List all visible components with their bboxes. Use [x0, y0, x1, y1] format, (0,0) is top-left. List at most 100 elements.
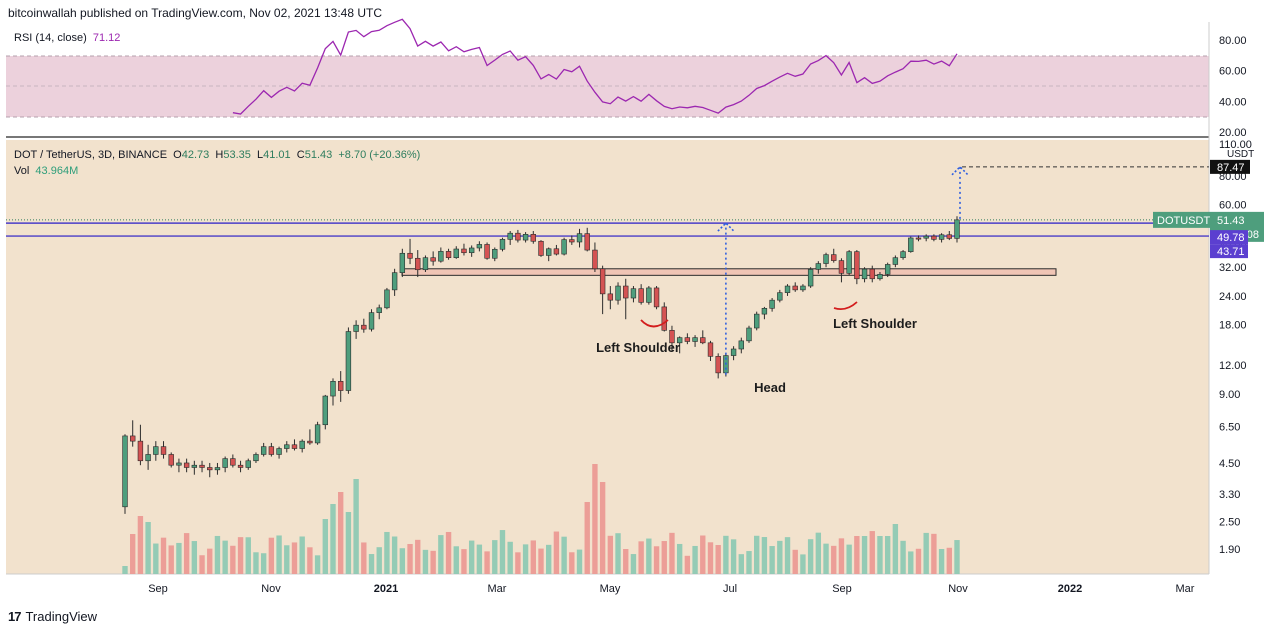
- candle-body: [746, 327, 752, 342]
- volume-bar: [599, 482, 606, 574]
- candle-body: [900, 251, 906, 259]
- volume-bar: [507, 541, 513, 574]
- volume-bar: [777, 540, 783, 574]
- tradingview-logo-icon: 17: [8, 609, 22, 624]
- candle-body: [646, 287, 652, 303]
- candle-body: [846, 251, 852, 274]
- volume-bar: [422, 549, 429, 574]
- candle-body: [730, 348, 737, 356]
- left-shoulder-label-2: Left Shoulder: [833, 316, 917, 331]
- candle-body: [153, 446, 159, 455]
- candle-body: [438, 251, 444, 262]
- volume-bar: [823, 543, 829, 574]
- left-shoulder-label-1: Left Shoulder: [596, 340, 680, 355]
- volume-bar: [353, 479, 359, 574]
- candle-body: [430, 257, 436, 262]
- candle-body: [908, 237, 914, 252]
- symbol-legend: DOT / TetherUS, 3D, BINANCE O42.73 H53.3…: [14, 149, 421, 161]
- volume-bar: [676, 543, 683, 574]
- candle-body: [553, 248, 560, 255]
- volume-bar: [191, 541, 198, 574]
- price-tick: 2.50: [1219, 517, 1240, 529]
- candle-body: [415, 257, 421, 271]
- candle-body: [453, 248, 459, 259]
- candle-body: [191, 464, 198, 468]
- candle-body: [330, 381, 336, 397]
- price-tick: 24.00: [1219, 291, 1247, 303]
- volume-bar: [399, 548, 406, 574]
- candle-body: [376, 307, 382, 313]
- volume-bar: [276, 535, 282, 574]
- volume-bar: [168, 545, 174, 574]
- candle-body: [661, 306, 667, 331]
- candle-body: [877, 274, 883, 280]
- shoulder-arc: [833, 301, 858, 311]
- rsi-value: 71.12: [92, 32, 121, 44]
- candle-body: [361, 324, 367, 330]
- volume-bar: [245, 537, 251, 574]
- candle-body: [623, 285, 629, 299]
- volume-bar: [707, 542, 714, 574]
- volume-bar: [592, 464, 598, 574]
- volume-bar: [546, 544, 552, 574]
- candle-body: [538, 240, 544, 256]
- time-tick: Sep: [832, 583, 852, 595]
- price-tick: 3.30: [1219, 489, 1240, 501]
- volume-bar: [237, 537, 244, 574]
- candle-body: [861, 268, 868, 280]
- level-lower-bg: [1210, 244, 1248, 259]
- target-tag: 87.47: [1217, 162, 1245, 174]
- volume-bar: [576, 549, 583, 574]
- candle-body: [299, 440, 305, 449]
- volume-bar: [461, 549, 467, 574]
- candle-body: [353, 324, 359, 332]
- volume-bar: [376, 547, 382, 574]
- candle-body: [260, 446, 267, 455]
- candle-body: [761, 307, 768, 315]
- candle-body: [869, 268, 875, 280]
- volume-bar: [892, 524, 899, 574]
- candle-layer: [122, 216, 960, 514]
- volume-bar: [515, 552, 521, 574]
- volume-bar: [484, 551, 490, 574]
- candle-body: [183, 462, 190, 468]
- volume-bar: [284, 545, 290, 574]
- volume-bar: [807, 539, 814, 574]
- volume-bar: [838, 538, 845, 574]
- rsi-tick: 40.00: [1219, 96, 1247, 108]
- volume-bar: [214, 535, 221, 574]
- volume-bar: [938, 549, 945, 574]
- candle-body: [807, 269, 814, 287]
- rsi-tick: 20.00: [1219, 127, 1247, 139]
- volume-bar: [492, 540, 498, 574]
- head-label: Head: [754, 380, 786, 395]
- candle-body: [884, 264, 891, 275]
- candle-body: [515, 232, 521, 241]
- candle-body: [338, 381, 344, 391]
- volume-bar: [207, 548, 213, 574]
- volume-bar: [222, 540, 228, 574]
- candle-body: [207, 467, 213, 471]
- candle-body: [954, 219, 960, 239]
- volume-bar: [661, 541, 667, 574]
- volume-bar: [468, 540, 475, 574]
- candle-body: [854, 251, 860, 280]
- candle-body: [892, 257, 899, 265]
- price-tick: 60.00: [1219, 199, 1247, 211]
- candle-body: [915, 237, 922, 240]
- candle-body: [800, 285, 806, 291]
- candle-body: [638, 288, 644, 303]
- candle-body: [507, 232, 513, 240]
- time-tick: Mar: [1176, 583, 1195, 595]
- candle-body: [692, 337, 698, 342]
- candle-body: [831, 254, 837, 261]
- candle-body: [384, 289, 390, 309]
- volume-bar: [183, 533, 190, 574]
- volume-bar: [646, 538, 652, 574]
- volume-bar: [230, 545, 236, 574]
- volume-bar: [430, 550, 436, 574]
- candle-body: [931, 235, 937, 240]
- candle-body: [676, 337, 683, 344]
- candle-body: [345, 331, 352, 391]
